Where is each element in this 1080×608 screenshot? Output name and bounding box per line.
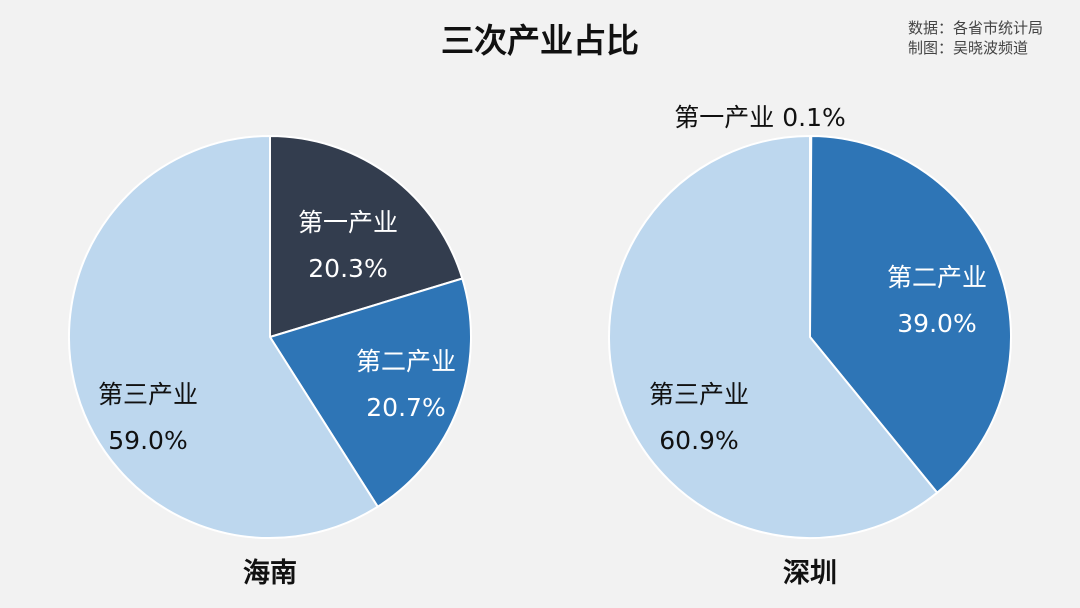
slice-label-1: 第一产业 — [298, 208, 398, 237]
pie-slice-2 — [808, 134, 1013, 495]
slice-label-1: 第一产业 0.1% — [674, 103, 845, 132]
pie-slice-1 — [269, 134, 464, 339]
slice-value-1: 20.3% — [308, 254, 387, 283]
pie-slice-3 — [68, 134, 380, 539]
pie-slice-3 — [608, 134, 939, 539]
pie-region-name: 深圳 — [783, 558, 837, 589]
slice-label-2: 第二产业 — [887, 263, 987, 292]
author-line: 制图：吴晓波频道 — [908, 39, 1029, 57]
slice-label-2: 第二产业 — [356, 347, 456, 376]
pie-chart-shenzhen: 第一产业 0.1% 第二产业 39.0% 第三产业 60.9% 深圳 — [608, 103, 1013, 589]
pie-chart-hainan: 第一产业 20.3% 第二产业 20.7% 第三产业 59.0% 海南 — [68, 134, 472, 589]
pie-slice-2 — [268, 277, 472, 509]
slice-value-2: 39.0% — [897, 309, 976, 338]
slice-label-3: 第三产业 — [649, 380, 749, 409]
chart-title: 三次产业占比 — [441, 21, 639, 60]
slice-value-3: 60.9% — [659, 426, 738, 455]
slice-label-3: 第三产业 — [98, 380, 198, 409]
data-source-line: 数据：各省市统计局 — [908, 19, 1044, 37]
slice-value-3: 59.0% — [108, 426, 187, 455]
pie-region-name: 海南 — [243, 558, 297, 589]
source-note: 数据：各省市统计局 制图：吴晓波频道 — [908, 18, 1043, 58]
slice-value-2: 20.7% — [366, 393, 445, 422]
